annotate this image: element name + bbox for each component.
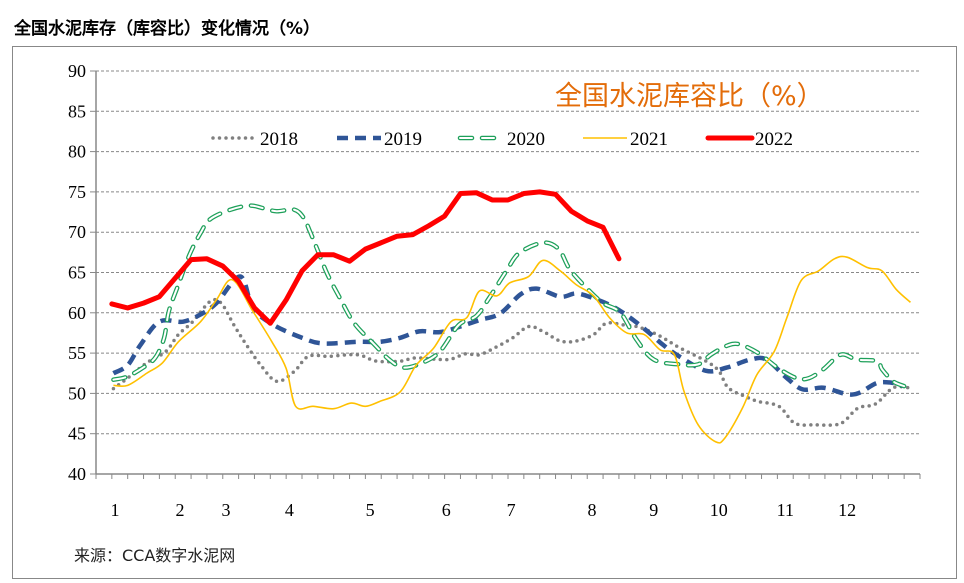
x-tick-label: 6 <box>442 500 451 520</box>
x-tick-label: 1 <box>111 500 120 520</box>
series-line-2018 <box>111 297 911 427</box>
x-tick-label: 3 <box>221 500 230 520</box>
series-line-2020-inner <box>112 204 906 388</box>
legend-item-2021: 2021 <box>583 129 668 150</box>
y-tick-label: 55 <box>68 343 86 363</box>
y-tick-label: 65 <box>68 263 86 283</box>
legend-label: 2022 <box>755 129 793 150</box>
x-tick-label: 9 <box>649 500 658 520</box>
legend-label: 2020 <box>507 129 545 150</box>
x-tick-label: 10 <box>710 500 728 520</box>
y-tick-label: 85 <box>68 101 86 121</box>
series-2021 <box>113 255 912 444</box>
series-2020 <box>111 203 907 389</box>
y-tick-label: 60 <box>68 303 86 323</box>
x-tick-label: 7 <box>507 500 516 520</box>
y-tick-label: 90 <box>68 61 86 81</box>
legend-item-2020: 2020 <box>457 129 545 150</box>
source-note: 来源：CCA数字水泥网 <box>74 546 236 565</box>
legend-item-2018: 2018 <box>211 129 298 150</box>
y-tick-label: 40 <box>68 464 86 484</box>
chart-title: 全国水泥库容比（%） <box>555 81 824 112</box>
legend-label: 2019 <box>384 129 422 150</box>
legend-item-2022: 2022 <box>705 129 793 150</box>
x-tick-label: 11 <box>777 500 794 520</box>
y-tick-label: 70 <box>68 222 86 242</box>
x-tick-label: 4 <box>285 500 294 520</box>
series-2019 <box>112 274 904 397</box>
x-tick-label: 8 <box>587 500 596 520</box>
x-tick-label: 5 <box>366 500 375 520</box>
series-2022 <box>109 189 622 326</box>
series-line-2021 <box>113 255 912 444</box>
x-tick-label: 12 <box>838 500 856 520</box>
y-tick-label: 45 <box>68 424 86 444</box>
series-line-2022 <box>109 189 622 326</box>
y-tick-label: 80 <box>68 142 86 162</box>
page-title: 全国水泥库存（库容比）变化情况（%） <box>14 19 321 39</box>
legend-label: 2018 <box>260 129 298 150</box>
legend-label: 2021 <box>630 129 668 150</box>
series-line-2019 <box>112 274 904 397</box>
series-2018 <box>111 297 911 427</box>
legend-item-2019: 2019 <box>337 129 422 150</box>
y-tick-label: 75 <box>68 182 86 202</box>
chart-frame <box>12 46 957 579</box>
x-tick-label: 2 <box>175 500 184 520</box>
y-tick-label: 50 <box>68 383 86 403</box>
